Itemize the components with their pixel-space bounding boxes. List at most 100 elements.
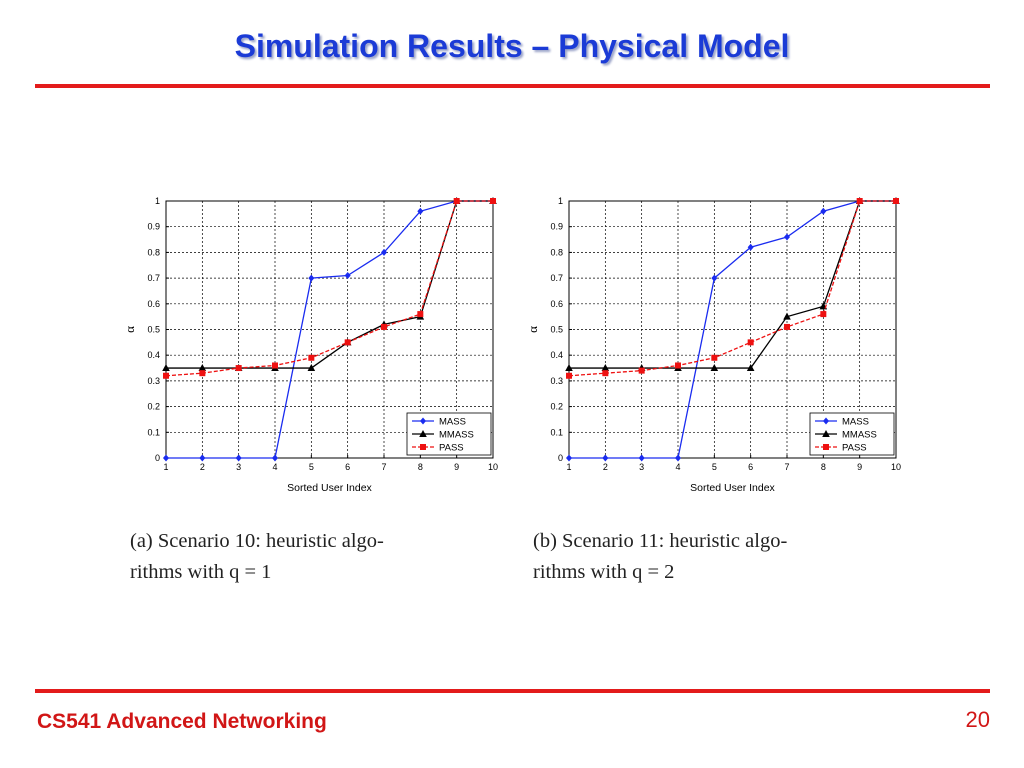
series-pass bbox=[163, 198, 496, 379]
legend-marker bbox=[822, 430, 830, 437]
series-line bbox=[166, 200, 493, 459]
data-point bbox=[344, 339, 351, 346]
caption-line-2: rithms with q = 1 bbox=[130, 561, 272, 583]
x-tick-label: 10 bbox=[488, 462, 498, 472]
data-point bbox=[417, 311, 424, 318]
data-point bbox=[199, 370, 206, 377]
series-mass bbox=[163, 197, 496, 462]
footer-divider bbox=[35, 689, 990, 693]
data-point bbox=[711, 274, 718, 282]
x-tick-label: 3 bbox=[236, 462, 241, 472]
data-point bbox=[163, 454, 169, 462]
x-tick-label: 6 bbox=[345, 462, 350, 472]
y-tick-label: 0.8 bbox=[147, 247, 160, 257]
x-tick-label: 9 bbox=[857, 462, 862, 472]
y-tick-label: 0 bbox=[558, 453, 563, 463]
y-tick-label: 0.6 bbox=[147, 299, 160, 309]
legend-label: MASS bbox=[842, 417, 869, 428]
caption-line-1: (a) Scenario 10: heuristic algo- bbox=[130, 530, 384, 552]
caption-scenario-10: (a) Scenario 10: heuristic algo- rithms … bbox=[130, 526, 520, 588]
y-tick-label: 0 bbox=[155, 453, 160, 463]
legend-label: MMASS bbox=[842, 430, 877, 441]
data-point bbox=[381, 248, 387, 256]
data-point bbox=[566, 454, 572, 462]
y-tick-label: 0.4 bbox=[550, 350, 563, 360]
legend-label: PASS bbox=[842, 443, 867, 454]
data-point bbox=[784, 233, 790, 241]
y-tick-label: 0.3 bbox=[147, 376, 160, 386]
data-point bbox=[783, 312, 791, 320]
y-tick-label: 1 bbox=[558, 196, 563, 206]
x-tick-label: 2 bbox=[603, 462, 608, 472]
y-axis-label: α bbox=[122, 326, 137, 333]
y-tick-label: 0.7 bbox=[147, 273, 160, 283]
x-axis-label: Sorted User Index bbox=[287, 482, 372, 494]
data-point bbox=[747, 243, 754, 251]
y-tick-label: 0.1 bbox=[550, 427, 563, 437]
data-point bbox=[820, 207, 827, 215]
x-tick-label: 4 bbox=[675, 462, 680, 472]
legend-marker bbox=[419, 430, 427, 437]
data-point bbox=[638, 454, 645, 462]
data-point bbox=[675, 362, 681, 369]
data-point bbox=[856, 198, 863, 204]
y-tick-label: 0.5 bbox=[147, 325, 160, 335]
title-divider bbox=[35, 84, 990, 88]
y-tick-label: 0.6 bbox=[550, 299, 563, 309]
data-point bbox=[163, 372, 169, 379]
x-tick-label: 9 bbox=[454, 462, 459, 472]
x-tick-label: 1 bbox=[163, 462, 168, 472]
data-point bbox=[453, 198, 460, 204]
legend-label: MMASS bbox=[439, 430, 474, 441]
x-tick-label: 5 bbox=[712, 462, 717, 472]
series-line bbox=[165, 200, 493, 377]
series-line bbox=[568, 200, 896, 377]
x-tick-label: 7 bbox=[381, 462, 386, 472]
data-point bbox=[746, 364, 755, 372]
data-point bbox=[308, 274, 315, 282]
x-tick-label: 6 bbox=[748, 462, 753, 472]
y-tick-label: 0.2 bbox=[147, 402, 160, 412]
y-tick-label: 0.9 bbox=[147, 222, 160, 232]
footer-course-name: CS541 Advanced Networking bbox=[37, 710, 327, 733]
data-point bbox=[272, 362, 278, 369]
caption-line-2: rithms with q = 2 bbox=[533, 561, 675, 583]
data-point bbox=[272, 454, 278, 462]
data-point bbox=[235, 454, 242, 462]
data-point bbox=[602, 370, 609, 377]
chart-scenario-10: 1 2 3 4 5 6 7 8 9 10 0 0.1 0.2 0.3 0.4 0.5 0.6 0.7 0.8 0.9 1… bbox=[122, 196, 498, 494]
data-point bbox=[601, 364, 610, 372]
data-point bbox=[566, 372, 572, 379]
data-point bbox=[417, 207, 424, 215]
legend: MASS MMASS PASS bbox=[809, 412, 895, 456]
slide-title: Simulation Results – Physical Model bbox=[234, 28, 790, 64]
y-axis-label: α bbox=[525, 326, 540, 333]
data-point bbox=[602, 454, 609, 462]
y-tick-label: 0.5 bbox=[550, 325, 563, 335]
data-point bbox=[565, 364, 573, 372]
data-point bbox=[235, 365, 242, 372]
x-tick-label: 10 bbox=[891, 462, 901, 472]
data-point bbox=[710, 364, 719, 372]
y-tick-label: 0.4 bbox=[147, 350, 160, 360]
data-point bbox=[344, 272, 351, 280]
x-tick-label: 3 bbox=[639, 462, 644, 472]
y-tick-label: 0.9 bbox=[550, 222, 563, 232]
series-line bbox=[569, 200, 896, 369]
legend-marker bbox=[823, 444, 829, 450]
data-point bbox=[820, 311, 827, 318]
data-point bbox=[893, 198, 899, 204]
data-point bbox=[381, 323, 387, 330]
y-tick-label: 0.3 bbox=[550, 376, 563, 386]
data-point bbox=[784, 323, 790, 330]
x-tick-label: 5 bbox=[309, 462, 314, 472]
data-point bbox=[307, 364, 316, 372]
legend: MASS MMASS PASS bbox=[406, 412, 492, 456]
data-point bbox=[308, 354, 315, 361]
legend-marker bbox=[823, 417, 829, 425]
y-tick-label: 0.2 bbox=[550, 402, 563, 412]
y-tick-label: 1 bbox=[155, 196, 160, 206]
page-number: 20 bbox=[965, 707, 990, 732]
y-tick-label: 0.1 bbox=[147, 427, 160, 437]
series-line bbox=[569, 200, 896, 459]
